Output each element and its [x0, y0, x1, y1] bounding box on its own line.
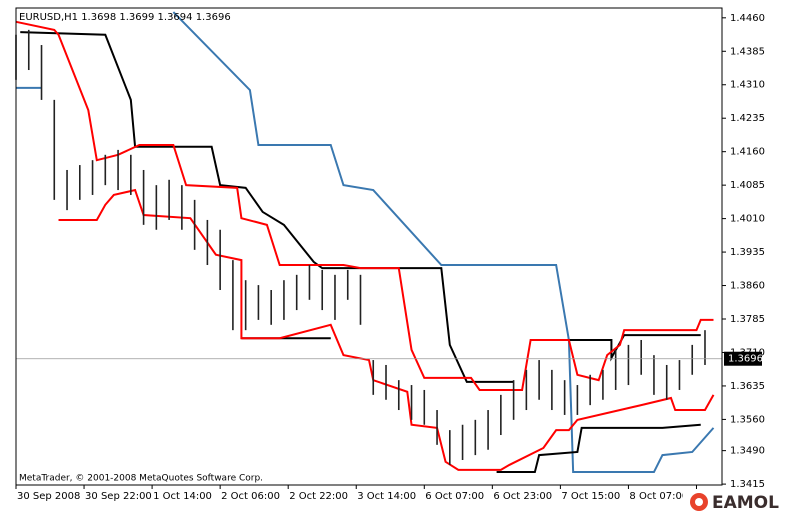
logo: EAMOL	[683, 489, 795, 514]
logo-text: EAMOL	[712, 493, 779, 513]
x-tick-label: 3 Oct 14:00	[357, 491, 416, 502]
y-tick-label: 1.3860	[730, 281, 765, 292]
y-tick-label: 1.4460	[730, 13, 765, 24]
y-tick-label: 1.3415	[730, 479, 765, 490]
y-tick-label: 1.4010	[730, 214, 765, 225]
plot-area	[15, 11, 722, 474]
last-price-box	[724, 351, 762, 366]
y-tick-label: 1.3635	[730, 381, 765, 392]
channel-line	[20, 31, 701, 383]
y-tick-label: 1.3560	[730, 414, 765, 425]
logo-icon-inner	[695, 498, 703, 506]
x-tick-label: 2 Oct 22:00	[289, 491, 348, 502]
y-tick-label: 1.3490	[730, 446, 765, 457]
x-tick-label: 2 Oct 06:00	[221, 491, 280, 502]
x-tick-label: 8 Oct 07:00	[629, 491, 688, 502]
x-tick-label: 6 Oct 07:00	[425, 491, 484, 502]
y-tick-label: 1.4085	[730, 180, 765, 191]
y-tick-label: 1.4385	[730, 46, 765, 57]
x-tick-label: 1 Oct 14:00	[153, 491, 212, 502]
y-tick-label: 1.4160	[730, 147, 765, 158]
copyright: MetaTrader, © 2001-2008 MetaQuotes Softw…	[19, 474, 263, 484]
x-tick-label: 30 Sep 22:00	[85, 491, 152, 502]
x-tick-label: 6 Oct 23:00	[493, 491, 552, 502]
y-tick-label: 1.3935	[730, 247, 765, 258]
y-tick-label: 1.3785	[730, 314, 765, 325]
y-tick-label: 1.4235	[730, 113, 765, 124]
plot-frame	[15, 7, 723, 486]
x-tick-label: 30 Sep 2008	[17, 491, 80, 502]
x-tick-label: 7 Oct 15:00	[561, 491, 620, 502]
chart-title: EURUSD,H1 1.3698 1.3699 1.3694 1.3696	[19, 12, 231, 23]
channel-line	[16, 11, 715, 474]
y-tick-label: 1.4310	[730, 80, 765, 91]
last-price-label: 1.3696	[728, 354, 763, 365]
